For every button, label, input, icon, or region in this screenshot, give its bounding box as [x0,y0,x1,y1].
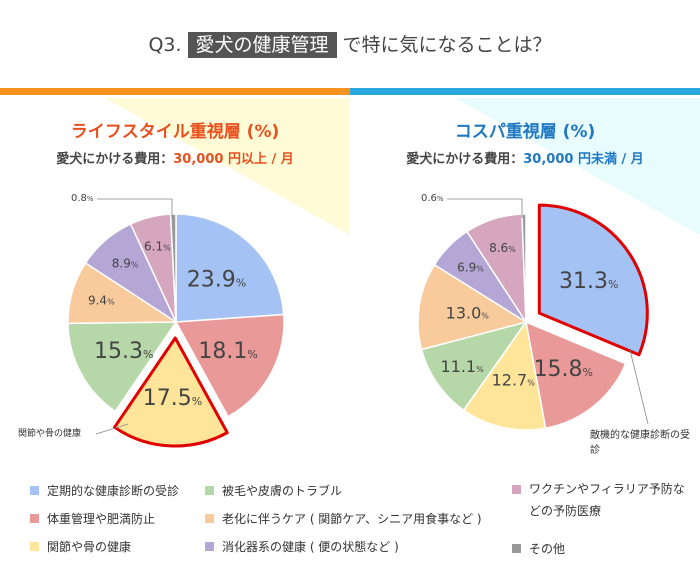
data-label: 17.5% [143,386,202,411]
pie-slice [462,321,547,431]
data-label: 8.6% [489,241,516,255]
legend-label: ワクチンやフィラリア予防などの予防医療 [529,482,685,518]
leader-line [97,198,173,218]
left-annotation-line [95,423,129,435]
title-prefix: Q3. [148,34,182,56]
pie-slice [67,321,177,413]
legend-label: 関節や骨の健康 [47,540,132,554]
left-sub-value: 30,000 円以上 / 月 [173,152,294,167]
right-heading: コスパ重視層 (%) [454,122,596,142]
left-accent-bar [0,88,350,95]
left-subheading: 愛犬にかける費用：30,000 円以上 / 月 [0,148,350,167]
legend-label: 消化器系の健康 ( 便の状態など ) [222,540,399,554]
page-title: Q3. 愛犬の健康管理 で特に気になることは？ [0,30,700,58]
pie-slice [525,321,627,429]
pie-slice [169,213,177,323]
legend-item: 老化に伴うケア ( 関節ケア、シニア用食事など ) [205,510,482,527]
title-suffix: で特に気になることは？ [342,34,552,56]
legend-swatch [512,544,521,553]
right-accent-bar [350,88,700,95]
right-bg-triangle [455,98,700,235]
pie-slice [537,203,649,357]
leader-line [447,198,523,218]
legend-item: 関節や骨の健康 [30,538,131,555]
data-label: 13.0% [446,304,490,323]
legend-item: 被毛や皮膚のトラブル [205,482,342,499]
right-pie: 31.3% 15.8%12.7% 11.1% 13.0% 6.9% 8.6% 0.6% [417,193,649,431]
data-label: 6.1% [144,240,171,254]
data-label: 12.7% [492,371,536,390]
legend-swatch [30,486,39,495]
pie-slice [175,313,285,418]
data-label: 31.3% [559,269,618,294]
right-annotation: 敵機的な健康診断の受診 [590,430,690,456]
title-highlight: 愛犬の健康管理 [187,32,337,58]
legend-label: 定期的な健康診断の受診 [47,484,180,498]
legend-label: 体重管理や肥満防止 [47,512,156,526]
legend-item: 消化器系の健康 ( 便の状態など ) [205,538,399,555]
legend-item: ワクチンやフィラリア予防などの予防医療 [512,478,687,522]
pie-slice [175,213,285,323]
pie-slice [417,263,527,351]
legend-swatch [30,542,39,551]
data-label: 0.6% [421,193,444,204]
pie-slice [420,321,527,411]
left-annotation: 関節や骨の健康 [18,429,82,439]
legend-label: その他 [529,542,566,556]
data-label: 8.9% [112,256,139,270]
left-heading: ライフスタイル重視層 (%) [70,122,280,142]
right-annotation-line [629,349,649,425]
data-label: 9.4% [88,294,115,308]
data-label: 15.8% [534,357,593,382]
legend-swatch [30,514,39,523]
left-bg-triangle [105,98,350,235]
legend-swatch [205,514,214,523]
legend-item: その他 [512,540,565,557]
right-sub-value: 30,000 円未満 / 月 [523,152,644,167]
legend-swatch [205,486,214,495]
pie-slice [113,336,229,448]
legend-swatch [512,485,521,494]
right-subheading: 愛犬にかける費用：30,000 円未満 / 月 [350,148,700,167]
data-label: 23.9% [187,267,246,292]
left-pie: 23.9% 18.1% 17.5% 15.3% 9.4% 8.9% 6.1% 0.8% [67,193,285,448]
legend-label: 老化に伴うケア ( 関節ケア、シニア用食事など ) [222,512,482,526]
legend-item: 定期的な健康診断の受診 [30,482,179,499]
data-label: 0.8% [71,193,94,204]
data-label: 15.3% [94,339,153,364]
right-sub-label: 愛犬にかける費用： [406,152,524,167]
data-label: 6.9% [457,261,484,275]
legend-item: 体重管理や肥満防止 [30,510,155,527]
data-label: 18.1% [198,339,257,364]
legend-swatch [205,542,214,551]
left-sub-label: 愛犬にかける費用： [56,152,174,167]
data-label: 11.1% [440,357,484,376]
legend-label: 被毛や皮膚のトラブル [222,484,343,498]
